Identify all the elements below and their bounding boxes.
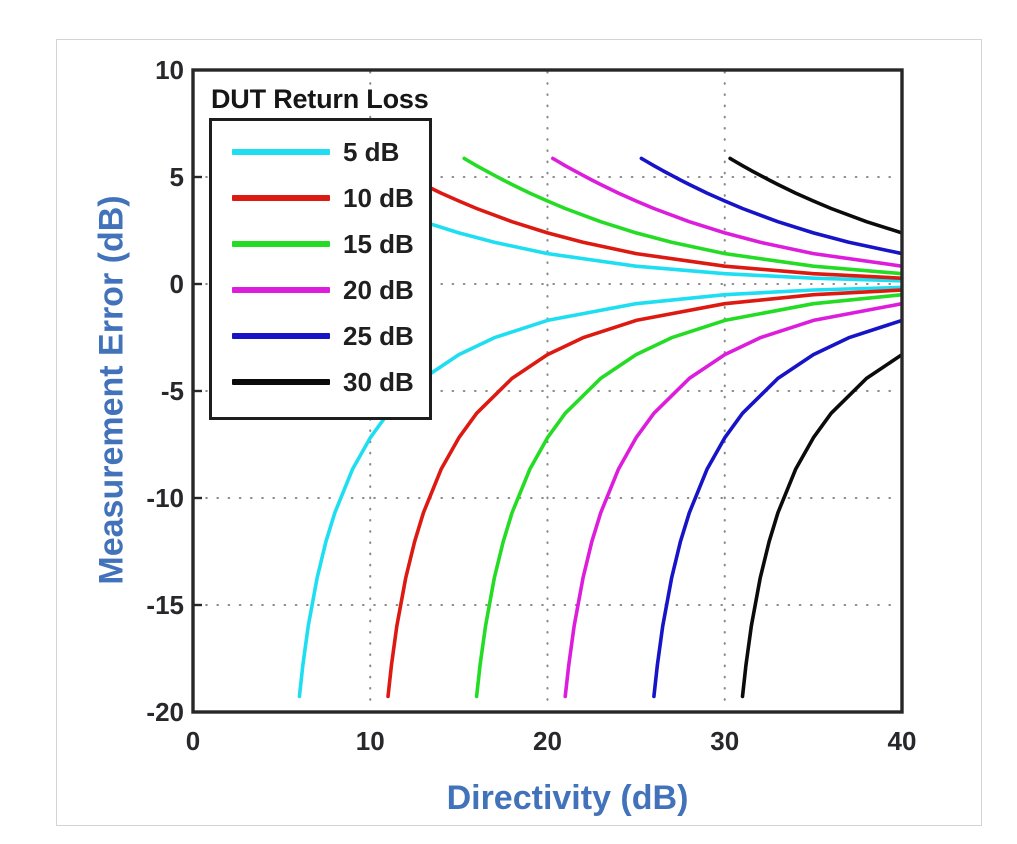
series-30db-upper-curve [728,156,901,235]
legend-swatch-line [232,241,330,247]
y-tick-label: -15 [146,590,184,620]
series-30db-lower-curve [740,353,901,699]
legend-label: 5 dB [343,136,400,167]
legend-label: 10 dB [343,182,414,213]
legend-label: 15 dB [343,228,414,259]
x-tick-label: 10 [356,726,385,756]
legend-swatch-line [232,333,330,339]
legend-item: 15 dB [212,221,429,267]
series-10db-lower-curve [386,288,901,699]
legend-swatch-line [232,287,330,293]
legend-label: 20 dB [343,274,414,305]
x-tick-label: 30 [710,726,739,756]
series-25db-upper-curve [639,156,901,256]
y-tick-label: 0 [170,269,184,299]
legend-label: 30 dB [343,366,414,397]
y-tick-label: 5 [170,162,184,192]
legend-title: DUT Return Loss [211,84,429,114]
series-25db-lower-curve [652,318,901,699]
y-tick-label: -20 [146,697,184,727]
series-20db-lower-curve [563,302,901,699]
series-20db-upper-curve [551,156,901,268]
x-tick-label: 20 [533,726,562,756]
y-axis-title: Measurement Error (dB) [92,195,131,585]
legend-item: 20 dB [212,267,429,313]
y-tick-label: 10 [155,55,184,85]
legend-swatch-line [232,379,330,385]
x-tick-label: 40 [888,726,917,756]
plot-border [191,68,904,714]
series-15db-upper-curve [462,156,901,276]
series-15db-lower-curve [474,292,901,699]
legend-item: 30 dB [212,359,429,405]
x-tick-label: 0 [186,726,200,756]
legend-item: 10 dB [212,175,429,221]
legend-swatch-line [232,149,330,155]
legend-swatch-line [232,195,330,201]
legend-item: 5 dB [212,129,429,175]
legend-label: 25 dB [343,320,414,351]
legend-box: 5 dB 10 dB 15 dB 20 dB 25 dB 30 dB [209,118,432,420]
y-tick-label: -10 [146,483,184,513]
x-axis-title: Directivity (dB) [446,779,689,817]
legend-item: 25 dB [212,313,429,359]
y-tick-label: -5 [161,376,184,406]
